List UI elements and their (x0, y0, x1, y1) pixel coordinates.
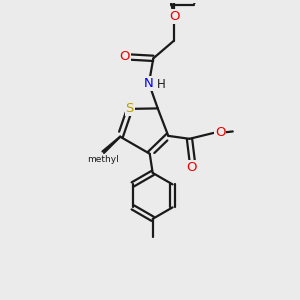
Text: N: N (144, 77, 154, 90)
Text: S: S (126, 102, 134, 116)
Text: O: O (169, 10, 180, 23)
Text: H: H (157, 78, 166, 91)
Text: methyl: methyl (87, 155, 118, 164)
Text: O: O (215, 126, 226, 140)
Text: O: O (187, 161, 197, 174)
Text: O: O (119, 50, 130, 63)
